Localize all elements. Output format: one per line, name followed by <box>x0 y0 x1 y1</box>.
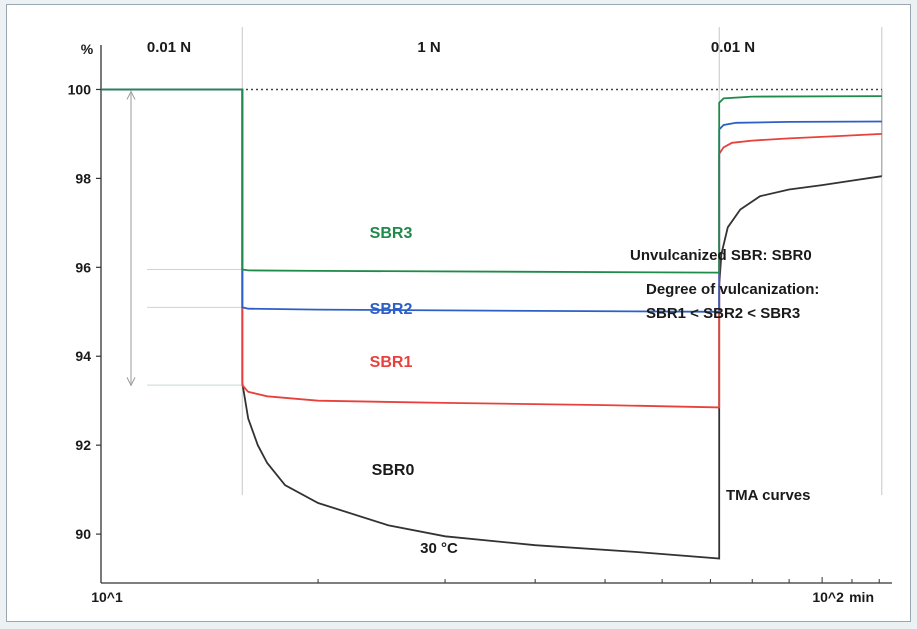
x-tick-label-10: 10^1 <box>91 589 123 605</box>
annotation-degree: Degree of vulcanization: <box>646 281 819 298</box>
series-labels: SBR0 SBR1 SBR2 SBR3 <box>370 225 415 479</box>
y-tick-label-92: 92 <box>75 437 91 453</box>
y-ticks: 100 98 96 94 92 90 <box>68 81 101 542</box>
series-line-sbr1 <box>101 88 882 409</box>
arrow-head-top <box>126 90 136 100</box>
load-segment-label-2: 0.01 N <box>711 39 755 56</box>
series-label-sbr0: SBR0 <box>372 462 415 479</box>
y-tick-label-100: 100 <box>68 81 92 97</box>
y-tick-label-98: 98 <box>75 170 91 186</box>
temperature-label: 30 °C <box>420 540 458 557</box>
series-label-sbr2: SBR2 <box>370 301 413 318</box>
series-line-sbr3 <box>101 88 882 274</box>
series-label-sbr3: SBR3 <box>370 225 413 242</box>
y-unit-label: % <box>81 41 94 57</box>
x-ticks: 10^1 10^2 <box>91 577 880 605</box>
annotation-tma-curves: TMA curves <box>726 487 810 504</box>
load-segment-labels: 0.01 N 1 N 0.01 N <box>147 39 755 56</box>
series-line-sbr0 <box>101 88 882 560</box>
x-tick-label-100: 10^2 <box>812 589 844 605</box>
arrow-head-bottom <box>126 377 136 387</box>
y-tick-label-96: 96 <box>75 259 91 275</box>
load-segment-label-0: 0.01 N <box>147 39 191 56</box>
y-tick-label-94: 94 <box>75 348 91 364</box>
load-segment-label-1: 1 N <box>417 39 440 56</box>
annotation-unvulcanized: Unvulcanized SBR: SBR0 <box>630 247 812 264</box>
annotation-order: SBR1 < SBR2 < SBR3 <box>646 305 800 322</box>
series-label-sbr1: SBR1 <box>370 354 413 371</box>
x-unit-label: min <box>849 589 874 605</box>
y-tick-label-90: 90 <box>75 526 91 542</box>
series-lines <box>101 88 882 560</box>
series-line-sbr2 <box>101 88 882 313</box>
